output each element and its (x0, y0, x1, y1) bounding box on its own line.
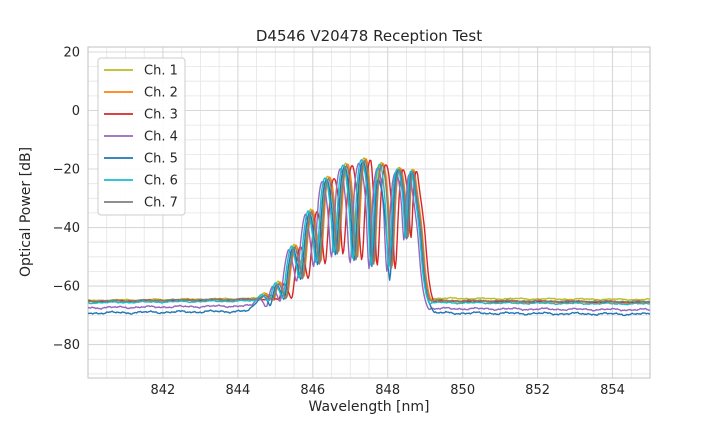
x-tick-label: 852 (525, 383, 550, 398)
plot-border (87, 46, 651, 379)
legend-label: Ch. 3 (144, 108, 178, 123)
x-tick-label: 854 (600, 383, 625, 398)
y-axis-label: Optical Power [dB] (18, 146, 34, 278)
legend-label: Ch. 5 (144, 152, 178, 167)
x-tick-label: 844 (225, 383, 250, 398)
legend-label: Ch. 2 (144, 86, 178, 101)
y-tick-label: 20 (63, 46, 80, 61)
y-tick-label: −80 (53, 338, 80, 353)
y-tick-labels: 20 0 −20 −40 −60 −80 (53, 46, 80, 354)
legend-item: Ch. 5 (104, 152, 178, 167)
x-tick-label: 850 (450, 383, 475, 398)
legend-label: Ch. 6 (144, 174, 178, 189)
x-tick-label: 848 (375, 383, 400, 398)
y-tick-label: −40 (53, 221, 80, 236)
legend-item: Ch. 1 (104, 64, 178, 79)
y-tick-label: 0 (72, 104, 80, 119)
x-tick-label: 846 (300, 383, 325, 398)
y-tick-label: −60 (53, 280, 80, 295)
x-tick-label: 842 (150, 383, 175, 398)
x-tick-labels: 842 844 846 848 850 852 854 (150, 383, 624, 398)
legend-label: Ch. 1 (144, 64, 178, 79)
y-tick-label: −20 (53, 163, 80, 178)
x-axis-label: Wavelength [nm] (308, 399, 430, 415)
legend-item: Ch. 7 (104, 196, 178, 211)
legend: Ch. 1 Ch. 2 Ch. 3 Ch. 4 Ch. 5 Ch. 6 Ch. 7 (97, 57, 186, 216)
series-line-ch-4 (88, 162, 650, 312)
chart-title: D4546 V20478 Reception Test (255, 27, 483, 45)
legend-item: Ch. 2 (104, 86, 178, 101)
legend-item: Ch. 6 (104, 174, 178, 189)
legend-label: Ch. 4 (144, 130, 178, 145)
series-lines (88, 157, 650, 317)
series-line-ch-5 (88, 160, 650, 317)
series-line-ch-7 (88, 160, 650, 303)
legend-box (97, 57, 186, 216)
legend-item: Ch. 3 (104, 108, 178, 123)
legend-label: Ch. 7 (144, 196, 178, 211)
legend-item: Ch. 4 (104, 130, 178, 145)
